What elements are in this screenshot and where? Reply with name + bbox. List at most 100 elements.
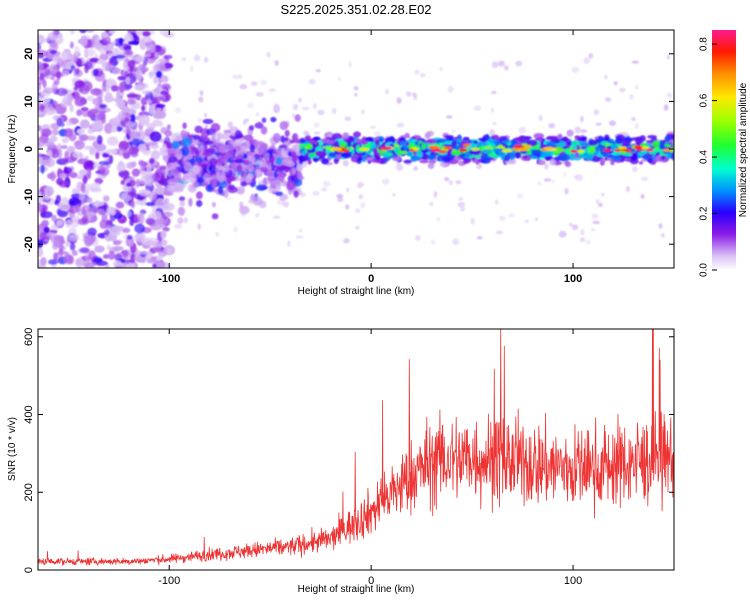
spectrogram-cell bbox=[69, 41, 74, 49]
spectrogram-cell bbox=[67, 218, 78, 224]
spectrogram-cell bbox=[99, 53, 109, 61]
spectrogram-cell bbox=[83, 234, 95, 246]
spectrogram-cell bbox=[127, 40, 140, 45]
spectrogram-cell bbox=[70, 64, 76, 72]
spectrogram-cell bbox=[155, 63, 166, 72]
spectrogram-cell bbox=[314, 150, 325, 157]
spectrogram-cell bbox=[138, 63, 146, 71]
spectrogram-cell bbox=[90, 182, 101, 190]
spectrogram-cell bbox=[600, 157, 606, 165]
spectrogram-cell bbox=[47, 259, 59, 265]
spectrogram-cell bbox=[242, 159, 251, 166]
spectrogram-cell bbox=[352, 131, 362, 138]
spectrogram-cell bbox=[427, 154, 436, 159]
spectrogram-cell bbox=[50, 173, 57, 180]
spectrogram-cell bbox=[108, 154, 114, 165]
spectrogram-cell bbox=[164, 197, 170, 204]
spectrogram-cell bbox=[40, 128, 52, 137]
spectrogram-cell bbox=[39, 155, 52, 164]
spectrogram-cell bbox=[517, 148, 530, 152]
spectrogram-cell bbox=[222, 153, 234, 159]
spectrogram-cell bbox=[157, 178, 170, 186]
spectrogram-cell bbox=[490, 134, 500, 141]
spectrogram-cell bbox=[38, 109, 42, 118]
spectrogram-cell bbox=[508, 213, 515, 218]
spectrogram-cell bbox=[111, 125, 117, 133]
spectrogram-cell bbox=[660, 155, 666, 160]
spectrogram-cell bbox=[199, 145, 205, 151]
spectrogram-cell bbox=[456, 138, 463, 143]
spectrogram-cell bbox=[458, 148, 468, 152]
spectrogram-cell bbox=[60, 144, 68, 150]
spectrogram-cell bbox=[513, 145, 525, 149]
spectrogram-cell bbox=[174, 107, 182, 114]
spectrogram-cell bbox=[553, 146, 564, 153]
spectrogram-cell bbox=[121, 105, 130, 114]
spectrogram-cell bbox=[223, 188, 229, 198]
spectrogram-cell bbox=[131, 168, 141, 177]
spectrogram-cell bbox=[416, 151, 423, 159]
spectrogram-cell bbox=[451, 140, 458, 147]
spectrogram-cell bbox=[404, 132, 410, 138]
spectrogram-cell bbox=[312, 136, 321, 141]
spectrogram-cell bbox=[381, 152, 389, 157]
spectrogram-cell bbox=[135, 199, 143, 205]
spectrogram-cell bbox=[197, 223, 201, 230]
spectrogram-cell bbox=[284, 137, 289, 142]
spectrogram-cell bbox=[281, 150, 286, 155]
spectrogram-cell bbox=[246, 141, 251, 151]
spectrogram-cell bbox=[202, 173, 212, 179]
spectrogram-cell bbox=[317, 109, 325, 116]
spectrogram-cell bbox=[610, 159, 615, 166]
spectrogram-cell bbox=[64, 127, 73, 138]
spectrogram-cell bbox=[235, 186, 246, 195]
spectrogram-cell bbox=[80, 182, 86, 194]
spectrogram-cell bbox=[557, 154, 568, 161]
spectrogram-cell bbox=[87, 127, 95, 134]
spectrogram-cell bbox=[455, 180, 461, 185]
spectrogram-cell bbox=[551, 179, 555, 184]
spectrogram-cell bbox=[133, 35, 139, 41]
spectrogram-cell bbox=[307, 144, 313, 150]
spectrogram-cell bbox=[182, 122, 187, 130]
spectrogram-cell bbox=[529, 155, 539, 160]
spectrogram-cell bbox=[125, 121, 136, 128]
spectrogram-cell bbox=[164, 202, 175, 211]
spectrogram-cell bbox=[59, 172, 67, 180]
spectrogram-cell bbox=[273, 171, 278, 178]
spectrogram-cell bbox=[438, 150, 447, 154]
spectrogram-cell bbox=[112, 225, 124, 232]
spectrogram-cell bbox=[108, 250, 115, 260]
spectrogram-cell bbox=[623, 152, 633, 157]
spectrogram-cell bbox=[86, 95, 95, 102]
spectrogram-cell bbox=[487, 152, 496, 158]
spectrogram-cell bbox=[38, 69, 45, 75]
spectrogram-cell bbox=[342, 132, 350, 140]
spectrogram-cell bbox=[103, 195, 110, 202]
spectrogram-cell bbox=[255, 92, 264, 97]
spectrogram-cell bbox=[75, 203, 82, 213]
spectrogram-cell bbox=[257, 146, 268, 155]
spectrogram-cell bbox=[518, 126, 527, 134]
spectrogram-cell bbox=[595, 199, 600, 205]
spectrogram-cell bbox=[204, 124, 209, 129]
spectrogram-cell bbox=[74, 139, 85, 150]
spectrogram-cell bbox=[50, 76, 55, 81]
spectrogram-cell bbox=[91, 120, 103, 131]
spectrogram-cell bbox=[403, 159, 413, 164]
spectrogram-cell bbox=[484, 133, 490, 141]
spectrogram-cell bbox=[626, 185, 630, 193]
spectrogram-cell bbox=[572, 144, 578, 152]
spectrogram-cell bbox=[574, 153, 580, 159]
spectrogram-cell bbox=[579, 141, 590, 147]
spectrogram-cell bbox=[611, 156, 622, 161]
spectrogram-cell bbox=[268, 88, 276, 93]
spectrogram-cell bbox=[130, 113, 136, 124]
spectrogram-cell bbox=[603, 134, 610, 142]
spectrogram-cell bbox=[358, 156, 363, 161]
spectrogram-cell bbox=[198, 117, 202, 123]
spectrogram-cell bbox=[144, 179, 155, 186]
spectrogram-cell bbox=[115, 201, 125, 209]
spectrogram-cell bbox=[166, 163, 178, 170]
